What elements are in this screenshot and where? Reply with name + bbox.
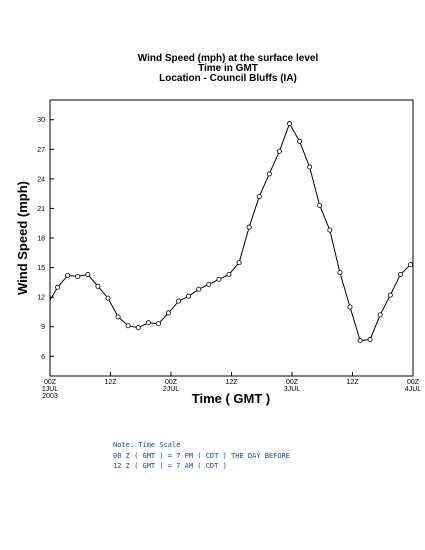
- data-point: [55, 284, 61, 290]
- x-axis-label: Time ( GMT ): [192, 391, 270, 406]
- chart-title-line-1: Wind Speed (mph) at the surface level: [138, 53, 319, 64]
- x-tick-label: 1JUL: [42, 386, 58, 393]
- data-point: [317, 202, 323, 208]
- data-point: [145, 320, 151, 326]
- data-point: [135, 325, 141, 331]
- data-point: [216, 276, 222, 282]
- data-point: [246, 224, 252, 230]
- data-point: [186, 293, 192, 299]
- y-tick-label: 15: [37, 265, 45, 272]
- data-point: [256, 194, 262, 200]
- data-point: [105, 295, 111, 301]
- data-point: [367, 337, 373, 343]
- chart-title-line-2: Time in GMT: [198, 63, 258, 74]
- data-point: [276, 148, 282, 154]
- y-axis-ticks: 6 9 12 15 18 21 24 27 30: [37, 117, 54, 361]
- data-point: [226, 271, 232, 277]
- y-tick-label: 12: [37, 295, 45, 302]
- data-point: [95, 283, 101, 289]
- note-line-00z: 00 Z ( GMT ) = 7 PM ( CDT ) THE DAY BEFO…: [113, 452, 291, 460]
- data-point: [65, 272, 71, 278]
- data-point: [297, 138, 303, 144]
- data-point: [347, 304, 353, 310]
- y-tick-label: 9: [41, 324, 45, 331]
- x-tick-label: 00Z: [407, 379, 420, 386]
- data-point: [75, 273, 81, 279]
- data-point: [196, 286, 202, 292]
- x-tick-label: 00Z: [44, 379, 57, 386]
- data-point: [125, 323, 131, 329]
- data-point: [307, 164, 313, 170]
- data-point: [337, 269, 343, 275]
- data-point: [176, 298, 182, 304]
- data-point: [397, 271, 403, 277]
- y-tick-label: 18: [37, 236, 45, 243]
- x-tick-label: 2003: [42, 393, 58, 400]
- data-point: [85, 271, 91, 277]
- data-point: [286, 121, 292, 127]
- x-tick-label: 12Z: [104, 379, 117, 386]
- data-point: [407, 262, 413, 268]
- data-point: [266, 171, 272, 177]
- y-tick-label: 6: [41, 354, 45, 361]
- data-point: [155, 321, 161, 327]
- x-tick-label: 00Z: [286, 379, 299, 386]
- x-tick-label: 4JUL: [405, 386, 421, 393]
- data-point: [206, 281, 212, 287]
- data-point: [236, 260, 242, 266]
- y-tick-label: 30: [37, 117, 45, 124]
- x-tick-label: 3JUL: [284, 386, 300, 393]
- series-line: [49, 122, 414, 342]
- x-tick-label: 12Z: [346, 379, 359, 386]
- data-point: [327, 227, 333, 233]
- data-point: [387, 292, 393, 298]
- x-tick-label: 2JUL: [163, 386, 179, 393]
- y-tick-label: 21: [37, 206, 45, 213]
- wind-speed-series: [49, 121, 414, 344]
- note-line-12z: 12 Z ( GMT ) = 7 AM ( CDT ): [113, 462, 227, 470]
- note-title: Note: Time Scale: [113, 441, 181, 449]
- y-tick-label: 24: [37, 176, 45, 183]
- x-tick-label: 00Z: [165, 379, 178, 386]
- data-point: [377, 312, 383, 318]
- y-axis-label: Wind Speed (mph): [15, 181, 30, 295]
- y-tick-label: 27: [37, 147, 45, 154]
- x-tick-label: 12Z: [225, 379, 238, 386]
- chart-title-line-3: Location - Council Bluffs (IA): [159, 73, 297, 84]
- data-point: [165, 310, 171, 316]
- data-point: [357, 338, 363, 344]
- data-point: [115, 314, 121, 320]
